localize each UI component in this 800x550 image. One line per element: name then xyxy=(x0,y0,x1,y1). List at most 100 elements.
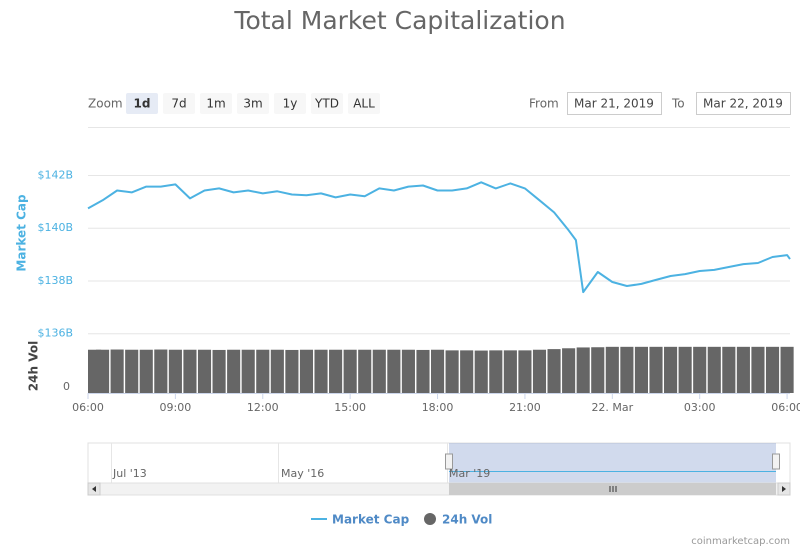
range-button-label[interactable]: 1m xyxy=(206,97,225,111)
x-tick-label: 18:00 xyxy=(422,401,454,414)
volume-bar xyxy=(547,349,561,393)
arrow-right xyxy=(782,486,786,492)
y2-axis-title: 24h Vol xyxy=(27,341,41,391)
volume-bar xyxy=(285,349,299,393)
volume-bar xyxy=(765,346,780,393)
navigator-selection[interactable] xyxy=(449,443,776,483)
volume-bar xyxy=(241,349,255,393)
volume-bar xyxy=(372,349,386,393)
chart-title: Total Market Capitalization xyxy=(233,6,565,35)
to-date[interactable]: Mar 22, 2019 xyxy=(703,97,783,111)
volume-bar xyxy=(197,349,212,393)
volume-bar xyxy=(620,346,634,393)
x-tick-label: 21:00 xyxy=(509,401,541,414)
x-tick-label: 22. Mar xyxy=(591,401,633,414)
x-tick-label: 06:00 xyxy=(72,401,104,414)
volume-bar xyxy=(401,349,415,393)
x-tick-label: 06:00 xyxy=(771,401,800,414)
range-button[interactable] xyxy=(126,93,158,114)
volume-bar xyxy=(387,349,401,393)
volume-bar xyxy=(736,346,750,393)
volume-bar xyxy=(154,349,168,393)
navigator-label: May '16 xyxy=(281,467,324,480)
volume-bar xyxy=(532,349,547,393)
volume-bar xyxy=(474,350,488,393)
volume-bar xyxy=(125,349,139,393)
range-button-label[interactable]: 1d xyxy=(134,97,151,111)
y-tick-label: $138B xyxy=(37,274,73,287)
range-button-label[interactable]: 1y xyxy=(283,97,298,111)
x-tick-label: 09:00 xyxy=(160,401,192,414)
volume-bar xyxy=(445,350,459,393)
volume-bar xyxy=(343,349,357,393)
range-button-label[interactable]: YTD xyxy=(314,97,339,111)
range-button-label[interactable]: 3m xyxy=(243,97,262,111)
volume-bar xyxy=(329,349,343,393)
volume-bar xyxy=(707,346,721,393)
volume-bar xyxy=(110,349,124,393)
volume-bar xyxy=(605,346,619,393)
volume-bar xyxy=(649,346,663,393)
zoom-label: Zoom xyxy=(88,97,123,111)
volume-bar xyxy=(168,349,182,393)
range-button[interactable] xyxy=(237,93,269,114)
y-tick-label: $140B xyxy=(37,221,73,234)
x-tick-label: 12:00 xyxy=(247,401,279,414)
range-button[interactable] xyxy=(163,93,195,114)
x-tick-label: 03:00 xyxy=(684,401,716,414)
credit[interactable]: coinmarketcap.com xyxy=(691,536,790,547)
volume-bar xyxy=(518,350,532,393)
from-label: From xyxy=(529,97,559,111)
legend-label[interactable]: 24h Vol xyxy=(442,513,492,527)
volume-bar xyxy=(751,346,765,393)
arrow-left xyxy=(92,486,96,492)
date-input[interactable] xyxy=(567,92,662,115)
volume-bar xyxy=(430,349,445,393)
navigator-handle[interactable] xyxy=(772,453,780,470)
volume-bar xyxy=(358,349,372,393)
navigator-label: Mar '19 xyxy=(449,467,490,480)
y2-tick-label: 0 xyxy=(63,380,70,393)
scrollbar-grip xyxy=(609,486,617,492)
range-button[interactable] xyxy=(348,93,380,114)
volume-bar xyxy=(489,350,503,393)
volume-bar xyxy=(780,346,794,393)
navigator xyxy=(87,442,791,484)
volume-bar xyxy=(722,346,736,393)
range-button-label[interactable]: 7d xyxy=(171,97,186,111)
volume-bar xyxy=(314,349,328,393)
volume-bar xyxy=(678,346,692,393)
volume-bar xyxy=(256,349,270,393)
x-tick-label: 15:00 xyxy=(334,401,366,414)
market-cap-line xyxy=(87,181,791,294)
to-label: To xyxy=(671,97,685,111)
from-date[interactable]: Mar 21, 2019 xyxy=(574,97,654,111)
volume-bar xyxy=(212,349,226,393)
y-tick-label: $142B xyxy=(37,168,73,181)
navigator-handle[interactable] xyxy=(445,453,453,470)
volume-bar xyxy=(591,347,605,393)
y-tick-label: $136B xyxy=(37,327,73,340)
volume-bar xyxy=(183,349,197,393)
volume-bar xyxy=(634,346,648,393)
volume-bar xyxy=(416,349,430,393)
volume-bar xyxy=(664,346,678,393)
legend-swatch[interactable] xyxy=(424,513,436,525)
volume-bar xyxy=(460,350,474,393)
volume-bar xyxy=(693,346,707,393)
range-button[interactable] xyxy=(311,93,343,114)
date-input[interactable] xyxy=(696,92,791,115)
range-button-label[interactable]: ALL xyxy=(353,97,375,111)
volume-bar xyxy=(503,350,517,393)
volume-bar xyxy=(270,349,284,393)
volume-bar xyxy=(299,349,314,393)
volume-bar xyxy=(562,348,576,393)
volume-bar xyxy=(227,349,241,393)
range-button[interactable] xyxy=(274,93,306,114)
navigator-label: Jul '13 xyxy=(112,467,147,480)
range-button[interactable] xyxy=(200,93,232,114)
volume-bar xyxy=(576,347,590,393)
volume-bar xyxy=(139,349,153,393)
legend-label[interactable]: Market Cap xyxy=(332,513,410,527)
